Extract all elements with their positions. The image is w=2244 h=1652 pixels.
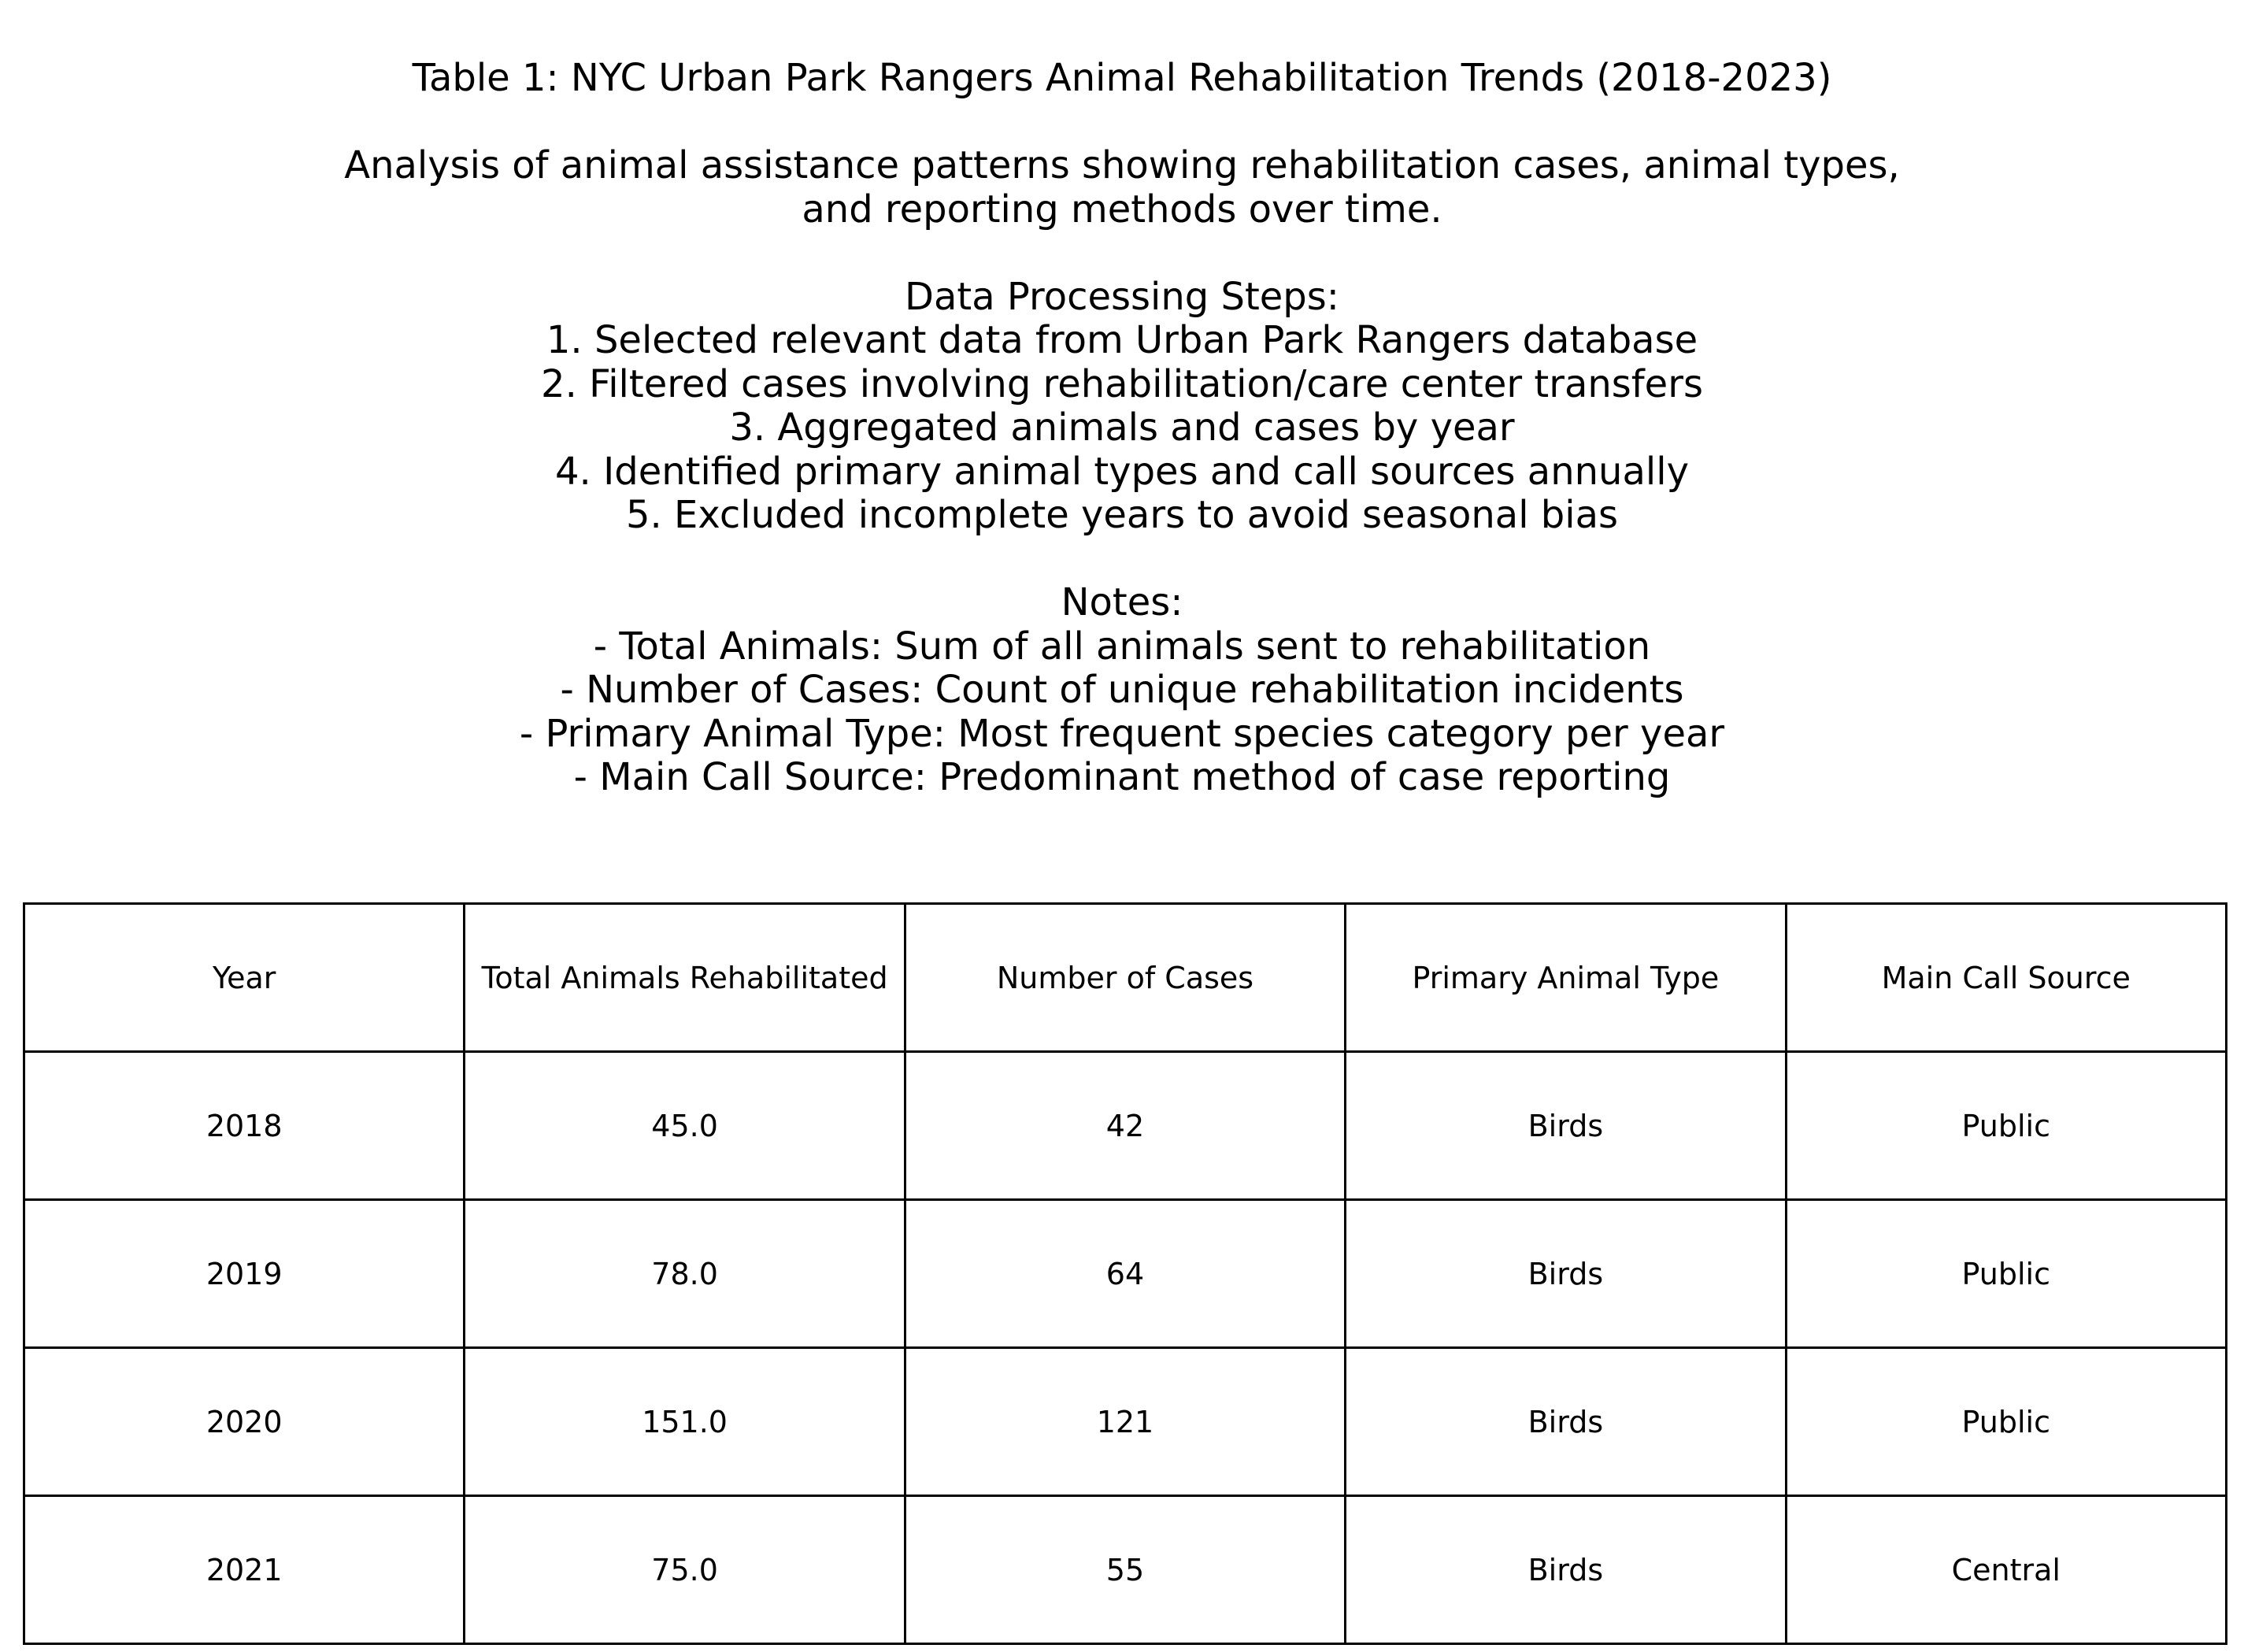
- step-item: 5. Excluded incomplete years to avoid se…: [625, 493, 1619, 537]
- table-header-row: Year Total Animals Rehabilitated Number …: [22, 902, 2228, 1053]
- column-header-call-source: Main Call Source: [1784, 902, 2228, 1053]
- note-item: - Primary Animal Type: Most frequent spe…: [519, 711, 1725, 756]
- table-row: 2021 75.0 55 Birds Central: [22, 1495, 2228, 1645]
- table-cell: 75.0: [463, 1495, 906, 1645]
- note-item: - Total Animals: Sum of all animals sent…: [593, 624, 1651, 669]
- column-header-cases: Number of Cases: [903, 902, 1347, 1053]
- caption-spacer: [0, 232, 2244, 276]
- caption-spacer: [0, 538, 2244, 582]
- step-item: 1. Selected relevant data from Urban Par…: [546, 318, 1698, 362]
- table-cell: 78.0: [463, 1198, 906, 1349]
- notes-heading: Notes:: [1061, 580, 1183, 624]
- table-row: 2019 78.0 64 Birds Public: [22, 1198, 2228, 1349]
- table-cell: 2021: [22, 1495, 466, 1645]
- table-cell: Birds: [1344, 1495, 1787, 1645]
- table-cell: Public: [1784, 1346, 2228, 1497]
- column-header-animal-type: Primary Animal Type: [1344, 902, 1787, 1053]
- step-item: 4. Identified primary animal types and c…: [555, 449, 1689, 494]
- table-cell: Public: [1784, 1198, 2228, 1349]
- table-cell: Central: [1784, 1495, 2228, 1645]
- table-cell: Birds: [1344, 1050, 1787, 1201]
- table-cell: Birds: [1344, 1198, 1787, 1349]
- step-item: 2. Filtered cases involving rehabilitati…: [541, 361, 1703, 406]
- table-caption: Table 1: NYC Urban Park Rangers Animal R…: [0, 56, 2244, 800]
- steps-heading: Data Processing Steps:: [905, 274, 1339, 319]
- table-cell: 2020: [22, 1346, 466, 1497]
- note-item: - Number of Cases: Count of unique rehab…: [560, 668, 1684, 712]
- note-item: - Main Call Source: Predominant method o…: [573, 755, 1671, 799]
- table-cell: 2018: [22, 1050, 466, 1201]
- table-title: Table 1: NYC Urban Park Rangers Animal R…: [412, 56, 1832, 100]
- subtitle-line: Analysis of animal assistance patterns s…: [344, 143, 1900, 187]
- table-cell: Birds: [1344, 1346, 1787, 1497]
- table-row: 2018 45.0 42 Birds Public: [22, 1050, 2228, 1201]
- data-table: Year Total Animals Rehabilitated Number …: [22, 902, 2228, 1645]
- table-cell: 42: [903, 1050, 1347, 1201]
- subtitle-line: and reporting methods over time.: [802, 187, 1442, 232]
- caption-spacer: [0, 101, 2244, 145]
- column-header-year: Year: [22, 902, 466, 1053]
- table-cell: 45.0: [463, 1050, 906, 1201]
- table-cell: 64: [903, 1198, 1347, 1349]
- table-cell: 121: [903, 1346, 1347, 1497]
- column-header-total-animals: Total Animals Rehabilitated: [463, 902, 906, 1053]
- table-cell: 2019: [22, 1198, 466, 1349]
- table-cell: 55: [903, 1495, 1347, 1645]
- table-cell: 151.0: [463, 1346, 906, 1497]
- step-item: 3. Aggregated animals and cases by year: [729, 406, 1515, 450]
- table-row: 2020 151.0 121 Birds Public: [22, 1346, 2228, 1497]
- table-cell: Public: [1784, 1050, 2228, 1201]
